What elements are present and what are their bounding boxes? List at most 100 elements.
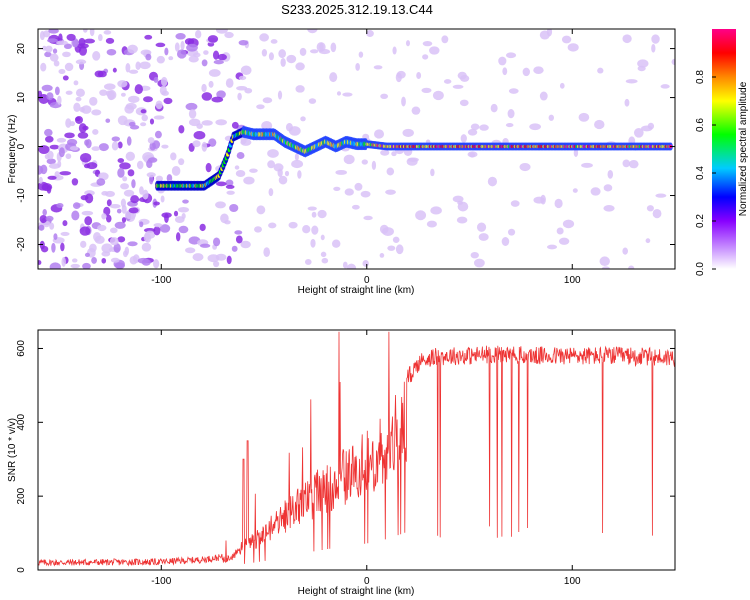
spectrogram-noise-cell [395,72,402,83]
spectrogram-noise-cell [75,115,83,124]
spectrogram-noise-cell [562,219,575,229]
spectrogram-noise-cell [75,59,87,65]
spectrogram-noise-cell [263,247,271,258]
spectrogram-noise-cell [201,92,213,101]
spectrogram-noise-cell [52,48,58,54]
spectrogram-noise-cell [164,47,169,56]
spectrogram-noise-cell [125,62,131,73]
spectrogram-noise-cell [141,242,152,252]
spectrogram-noise-cell [311,225,319,235]
spectrogram-noise-cell [645,238,651,244]
spectrogram-noise-cell [567,43,579,52]
spectrogram-noise-cell [109,237,119,246]
spectrogram-noise-cell [597,67,604,74]
spectrogram-noise-cell [38,224,45,231]
spectrogram-noise-cell [84,193,94,204]
spectrogram-noise-cell [273,163,284,172]
x-tick-label: -100 [151,576,171,587]
spectrogram-noise-cell [533,66,544,75]
spectrogram-noise-cell [62,75,69,81]
spectrogram-noise-cell [153,226,161,236]
spectrogram-noise-cell [599,256,610,267]
spectrogram-noise-cell [153,115,165,120]
spectrogram-noise-cell [590,187,601,196]
spectrogram-noise-cell [72,258,78,263]
spectrogram-noise-cell [261,120,273,131]
spectrogram-noise-cell [362,260,369,267]
spectrogram-noise-cell [601,266,610,269]
spectrogram-noise-cell [380,149,390,156]
spectrogram-noise-cell [240,240,251,249]
spectrogram-noise-cell [42,208,47,216]
spectrogram-noise-cell [41,84,53,92]
spectrogram-noise-cell [112,67,117,73]
spectrogram-noise-cell [139,221,144,228]
spectrogram-noise-cell [188,109,197,119]
spectrogram-noise-cell [117,158,125,163]
spectrogram-noise-cell [294,153,299,161]
spectrogram-noise-cell [277,90,283,100]
spectrogram-noise-cell [94,70,104,78]
spectrogram-noise-cell [71,178,79,186]
spectrogram-noise-cell [256,205,266,215]
colorbar-tick-label: 0.4 [695,166,706,180]
spectrogram-noise-cell [154,130,162,139]
y-tick-label: -20 [16,237,27,252]
spectrogram-noise-cell [278,49,286,59]
spectrogram-noise-cell [392,46,397,55]
spectrogram-noise-cell [148,175,154,185]
spectrogram-noise-cell [98,33,103,42]
spectrogram-noise-cell [59,171,72,176]
colorbar-ticks: 0.0 0.2 0.4 0.6 0.8 [695,70,716,276]
spectrogram-noise-cell [116,208,122,214]
spectrogram-noise-cell [478,233,489,241]
spectrogram-noise-cell [136,160,144,170]
spectrogram-noise-cell [215,119,227,126]
spectrogram-noise-cell [139,61,151,70]
spectrogram-noise-cell [430,168,435,177]
spectrogram-noise-cell [343,154,355,165]
spectrogram-noise-cell [79,106,85,113]
spectrogram-noise-cell [42,45,47,51]
spectrogram-noise-cell [411,106,421,115]
spectrogram-noise-cell [207,254,220,263]
spectrogram-noise-cell [333,186,341,191]
spectrogram-noise-cell [114,221,126,229]
spectrogram-noise-cell [501,237,510,246]
spectrogram-noise-cell [637,59,649,68]
spectrogram-noise-cell [123,250,128,258]
spectrogram-noise-cell [581,162,593,168]
spectrogram-noise-cell [519,162,531,172]
x-tick-label: 100 [564,576,581,587]
spectrogram-noise-cell [256,104,265,110]
spectrogram-noise-cell [300,116,306,122]
spectrogram-noise-cell [243,176,255,185]
spectrogram-noise-cell [153,76,159,83]
spectrogram-noise-cell [280,58,286,67]
spectrogram-noise-cell [46,92,54,101]
spectrogram-noise-cell [122,176,128,182]
spectrogram-noise-cell [387,245,396,251]
spectrogram-noise-cell [508,88,519,94]
spectrogram-noise-cell [226,190,235,195]
spectrogram-noise-cell [89,96,98,106]
spectrogram-noise-cell [456,216,468,224]
spectrogram-noise-cell [173,210,179,217]
spectrogram-noise-cell [101,251,111,257]
spectrogram-noise-cell [175,232,181,242]
spectrogram-noise-cell [125,151,136,162]
spectrogram-noise-cell [72,202,81,209]
spectrogram-noise-cell [268,52,274,61]
spectrogram-noise-cell [479,124,489,131]
spectrogram-noise-cell [44,128,53,137]
spectrogram-noise-cell [208,138,217,147]
spectrogram-noise-cell [182,199,189,204]
spectrogram-noise-cell [62,51,71,58]
spectrogram-noise-cell [342,92,353,97]
spectrogram-noise-cell [304,259,312,265]
spectrogram-noise-cell [641,125,653,132]
spectrogram-noise-cell [70,263,80,269]
spectrogram-noise-cell [49,53,59,62]
spectrogram-noise-cell [331,239,341,248]
spectrogram-noise-cell [109,227,118,234]
